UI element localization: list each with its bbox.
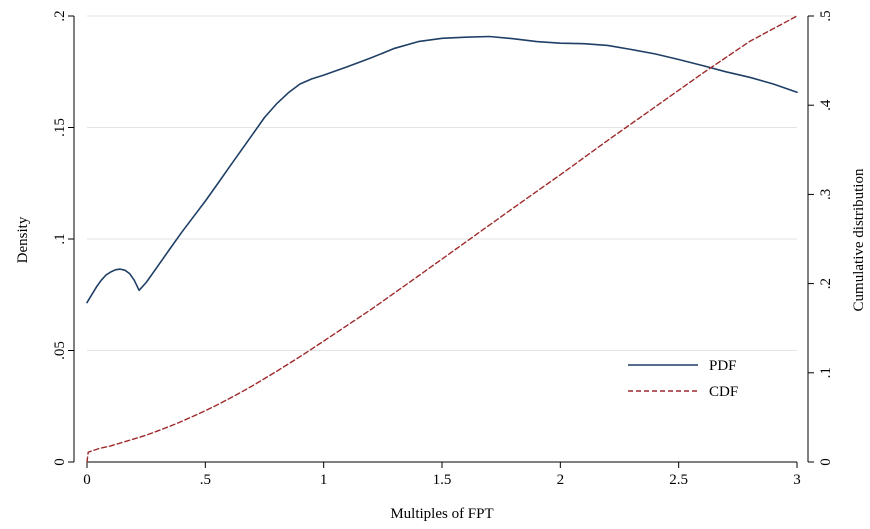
legend: PDF CDF bbox=[628, 358, 738, 400]
left-y-tick-label-3: .15 bbox=[52, 118, 68, 137]
legend-pdf-label: PDF bbox=[709, 358, 737, 374]
right-y-tick-label-2: .2 bbox=[818, 278, 834, 289]
left-y-axis-title: Density bbox=[15, 216, 31, 263]
x-axis-title: Multiples of FPT bbox=[390, 506, 493, 522]
legend-cdf-label: CDF bbox=[709, 384, 738, 400]
left-y-tick-label-4: .2 bbox=[52, 10, 68, 21]
x-tick-label-5: 2.5 bbox=[669, 472, 688, 488]
x-tick-label-1: .5 bbox=[200, 472, 211, 488]
series-cdf-line bbox=[86, 15, 798, 463]
x-tick-label-0: 0 bbox=[83, 472, 91, 488]
x-tick-label-4: 2 bbox=[557, 472, 565, 488]
series-pdf-line bbox=[86, 35, 798, 304]
x-tick-label-3: 1.5 bbox=[433, 472, 452, 488]
x-tick-label-6: 3 bbox=[793, 472, 801, 488]
right-y-tick-label-4: .4 bbox=[818, 99, 834, 111]
left-y-tick-label-2: .1 bbox=[52, 233, 68, 244]
series-lines bbox=[86, 15, 798, 463]
left-y-tick-label-0: 0 bbox=[52, 458, 68, 466]
axes bbox=[68, 15, 814, 468]
right-y-tick-label-1: .1 bbox=[818, 367, 834, 378]
gridlines bbox=[87, 15, 797, 351]
left-y-tick-label-1: .05 bbox=[52, 341, 68, 360]
right-y-tick-label-5: .5 bbox=[818, 10, 834, 21]
x-tick-label-2: 1 bbox=[320, 472, 328, 488]
right-y-tick-label-3: .3 bbox=[818, 189, 834, 200]
right-y-tick-label-0: 0 bbox=[818, 458, 834, 466]
tick-labels: 0 .5 1 1.5 2 2.5 3 0 .05 .1 .15 .2 0 .1 .2 .3 .4 .5 bbox=[52, 10, 834, 488]
right-y-axis-title: Cumulative distribution bbox=[851, 168, 867, 311]
